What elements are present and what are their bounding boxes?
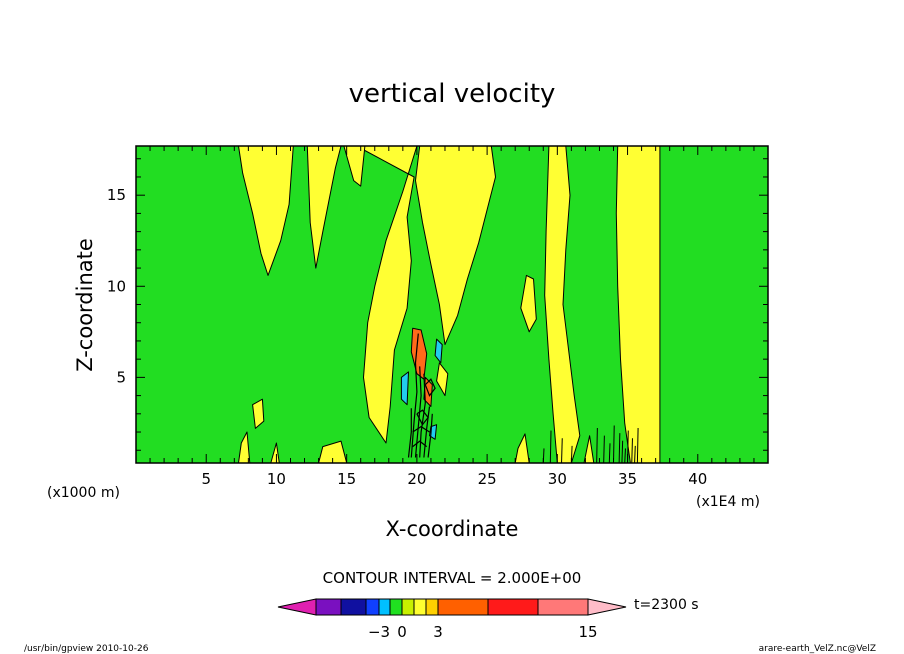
x-tick-label: 40: [688, 470, 707, 488]
contour-region: [615, 145, 661, 464]
contour-region: [238, 145, 294, 276]
colorbar-label: 15: [578, 623, 597, 641]
x-tick-label: 10: [267, 470, 286, 488]
colorbar-segment: [378, 598, 391, 616]
y-tick-label: 10: [107, 277, 126, 295]
contour-line: [549, 430, 552, 464]
y-tick-label: 15: [107, 186, 126, 204]
contour-region: [544, 145, 581, 464]
contour-line: [618, 433, 621, 464]
x-tick-label: 30: [548, 470, 567, 488]
colorbar-segment: [487, 598, 539, 616]
contour-line: [414, 366, 422, 458]
contour-region: [436, 362, 449, 397]
colorbar-label: 3: [433, 623, 443, 641]
contour-line: [410, 333, 419, 458]
contour-line: [423, 406, 431, 458]
colorbar-segment: [437, 598, 489, 616]
contour-line: [636, 428, 639, 464]
x-axis-ticks: 5 10 15 20 25 30 35 40: [149, 146, 755, 488]
contour-line: [412, 425, 430, 433]
chart-title: vertical velocity: [349, 79, 556, 109]
contour-regions: [238, 145, 661, 464]
colorbar-segment: [413, 598, 427, 616]
colorbar-segment: [401, 598, 415, 616]
contour-line: [596, 428, 598, 464]
contour-line: [419, 373, 426, 458]
x-tick-label: 20: [407, 470, 426, 488]
colorbar-label: −3: [368, 623, 390, 641]
contour-region: [400, 371, 409, 406]
contour-line: [621, 440, 624, 464]
contour-line: [624, 448, 626, 464]
colorbar: −3 0 3 15: [277, 598, 627, 641]
contour-region: [252, 398, 265, 429]
contour-line: [603, 435, 605, 464]
x-unit-right: (x1E4 m): [696, 494, 760, 510]
contour-region: [415, 145, 496, 346]
footer-right: arare-earth_VelZ.nc@VelZ: [759, 644, 876, 654]
contour-line: [424, 378, 436, 397]
contour-line: [412, 440, 428, 448]
y-axis-label: Z-coordinate: [73, 238, 97, 372]
colorbar-arrow-high: [587, 598, 627, 616]
colorbar-arrow-low: [277, 598, 317, 616]
x-tick-label: 5: [201, 470, 211, 488]
x-axis-label: X-coordinate: [386, 517, 519, 541]
x-unit-left: (x1000 m): [47, 485, 120, 501]
colorbar-segment: [425, 598, 439, 616]
contour-region: [434, 338, 443, 364]
colorbar-label: 0: [397, 623, 407, 641]
y-tick-label: 5: [116, 368, 126, 386]
x-tick-label: 25: [478, 470, 497, 488]
footer-left: /usr/bin/gpview 2010-10-26: [24, 644, 149, 654]
plot-area: [135, 145, 769, 464]
contour-line: [416, 409, 429, 426]
contour-interval-text: CONTOUR INTERVAL = 2.000E+00: [323, 569, 582, 587]
contour-line: [427, 413, 433, 458]
time-label: t=2300 s: [634, 597, 699, 613]
contour-region: [356, 145, 418, 444]
contour-line: [613, 425, 615, 464]
contour-line: [631, 438, 633, 464]
contour-region: [520, 274, 537, 333]
contour-line: [407, 408, 412, 458]
colorbar-segment: [315, 598, 342, 616]
colorbar-segment: [340, 598, 367, 616]
x-tick-label: 15: [337, 470, 356, 488]
x-tick-label: 35: [618, 470, 637, 488]
colorbar-segment: [537, 598, 589, 616]
contour-line: [634, 445, 636, 464]
colorbar-segment: [365, 598, 380, 616]
contour-line: [608, 443, 611, 464]
colorbar-segment: [389, 598, 403, 616]
y-axis-ticks: 5 10 15: [107, 158, 768, 451]
contour-line: [561, 438, 563, 464]
